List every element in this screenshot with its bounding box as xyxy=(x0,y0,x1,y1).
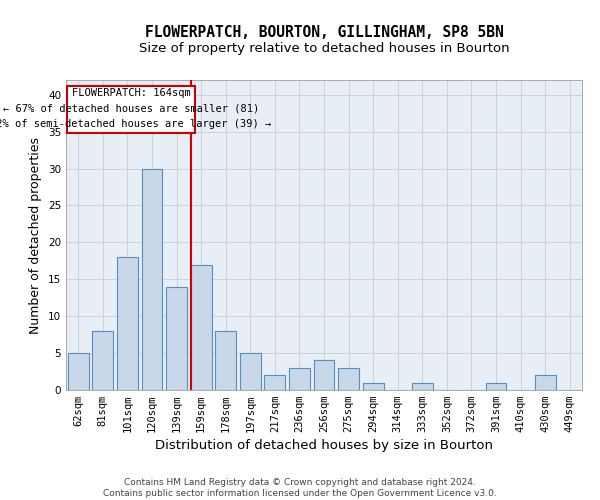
Bar xyxy=(265,375,286,390)
Title: Size of property relative to detached houses in Bourton: Size of property relative to detached ho… xyxy=(139,42,509,55)
Bar xyxy=(314,360,334,390)
Bar xyxy=(117,257,138,390)
Bar xyxy=(240,353,261,390)
Y-axis label: Number of detached properties: Number of detached properties xyxy=(29,136,43,334)
Bar xyxy=(289,368,310,390)
Text: ← 67% of detached houses are smaller (81): ← 67% of detached houses are smaller (81… xyxy=(3,104,259,114)
X-axis label: Distribution of detached houses by size in Bourton: Distribution of detached houses by size … xyxy=(155,440,493,452)
Bar xyxy=(191,264,212,390)
Bar xyxy=(535,375,556,390)
Text: Contains HM Land Registry data © Crown copyright and database right 2024.
Contai: Contains HM Land Registry data © Crown c… xyxy=(103,478,497,498)
Bar xyxy=(362,382,383,390)
Text: 32% of semi-detached houses are larger (39) →: 32% of semi-detached houses are larger (… xyxy=(0,119,272,129)
Text: FLOWERPATCH, BOURTON, GILLINGHAM, SP8 5BN: FLOWERPATCH, BOURTON, GILLINGHAM, SP8 5B… xyxy=(145,24,503,40)
Bar xyxy=(338,368,359,390)
Bar xyxy=(215,331,236,390)
Bar xyxy=(485,382,506,390)
FancyBboxPatch shape xyxy=(67,86,195,133)
Bar xyxy=(166,286,187,390)
Bar xyxy=(92,331,113,390)
Text: FLOWERPATCH: 164sqm: FLOWERPATCH: 164sqm xyxy=(72,88,190,98)
Bar xyxy=(68,353,89,390)
Bar xyxy=(142,168,163,390)
Bar xyxy=(412,382,433,390)
